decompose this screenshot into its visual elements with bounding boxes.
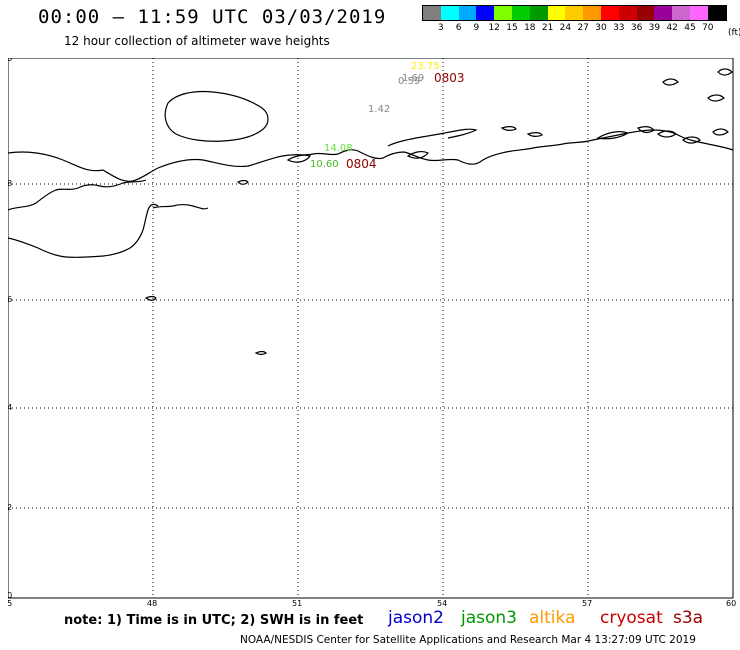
swh-label: 14.08: [324, 143, 353, 154]
scale-swatch: [618, 6, 637, 20]
scale-swatch: [636, 6, 655, 20]
map-title: 00:00 – 11:59 UTC 03/03/2019: [38, 6, 387, 28]
axis-labels: 70 68 66 64 62 60 45 48 51 54 57 60: [8, 58, 736, 606]
swh-label: 1.69: [402, 73, 424, 84]
footer-note: note: 1) Time is in UTC; 2) SWH is in fe…: [64, 613, 364, 628]
scale-label: 24: [559, 23, 572, 33]
lon-label-60: 60: [726, 599, 736, 606]
scale-swatch: [689, 6, 708, 20]
scale-swatch: [440, 6, 459, 20]
color-scale-labels: 3 6 9 12 15 18 21 24 27 30 33 36 39 42 45 70: [422, 21, 727, 35]
scale-label: 27: [577, 23, 589, 33]
lat-label-64: 64: [8, 403, 12, 412]
scale-label: 70: [702, 23, 714, 33]
lon-label-51: 51: [292, 599, 302, 606]
lat-label-66: 66: [8, 295, 12, 304]
swh-label: 0.59: [398, 76, 420, 87]
lat-label-68: 68: [8, 179, 12, 188]
scale-swatch: [547, 6, 566, 20]
scale-label: 6: [455, 23, 462, 33]
lat-label-70: 70: [8, 58, 12, 63]
scale-label: 15: [506, 23, 518, 33]
lat-label-62: 62: [8, 503, 12, 512]
scale-swatch: [529, 6, 548, 20]
scale-label: 42: [666, 23, 678, 33]
altimeter-map: 70 68 66 64 62 60 45 48 51 54 57 60 23.7…: [8, 58, 736, 606]
map-frame: [8, 58, 734, 599]
scale-swatch: [600, 6, 619, 20]
scale-swatch: [476, 6, 495, 20]
scale-swatch: [583, 6, 601, 20]
scale-swatch: [423, 6, 441, 20]
lon-label-57: 57: [582, 599, 592, 606]
pass-time-label: 0803: [434, 71, 465, 85]
legend-s3a: s3a: [673, 608, 704, 628]
pass-time-label: 0804: [346, 157, 377, 171]
scale-label: 3: [437, 23, 444, 33]
legend-jason2: jason2: [388, 608, 444, 628]
scale-label: 33: [613, 23, 625, 33]
legend-cryosat: cryosat: [600, 608, 663, 628]
swh-label: 10.60: [310, 159, 339, 170]
legend-jason3: jason3: [461, 608, 517, 628]
legend-altika: altika: [529, 608, 576, 628]
wave-height-annotations: 23.75 1.69 0.59 0803 1.42 14.08 10.60 08…: [310, 61, 465, 171]
lon-label-45: 45: [8, 599, 12, 606]
scale-label: 9: [473, 23, 480, 33]
scale-swatch: [654, 6, 673, 20]
scale-swatch: [672, 6, 690, 20]
credit-line: NOAA/NESDIS Center for Satellite Applica…: [240, 634, 696, 646]
scale-swatch: [458, 6, 477, 20]
scale-swatch: [511, 6, 530, 20]
map-subtitle: 12 hour collection of altimeter wave hei…: [64, 34, 330, 48]
lon-label-48: 48: [147, 599, 157, 606]
scale-label: 45: [684, 23, 696, 33]
lat-label-60: 60: [8, 591, 12, 600]
scale-label: 30: [595, 23, 607, 33]
swh-label: 23.75: [411, 61, 440, 72]
scale-label: 36: [630, 23, 643, 33]
color-scale-unit: (ft): [728, 28, 740, 38]
scale-swatch: [565, 6, 584, 20]
scale-label: 12: [488, 23, 500, 33]
scale-label: 21: [541, 23, 554, 33]
graticule: [8, 58, 733, 598]
scale-label: 18: [524, 23, 536, 33]
scale-label: 39: [648, 23, 661, 33]
scale-swatch: [707, 6, 726, 20]
swh-label: 1.42: [368, 104, 390, 115]
scale-swatch: [494, 6, 512, 20]
lon-label-54: 54: [437, 599, 447, 606]
color-scale-swatches: [422, 5, 727, 21]
coastline: [8, 68, 734, 356]
